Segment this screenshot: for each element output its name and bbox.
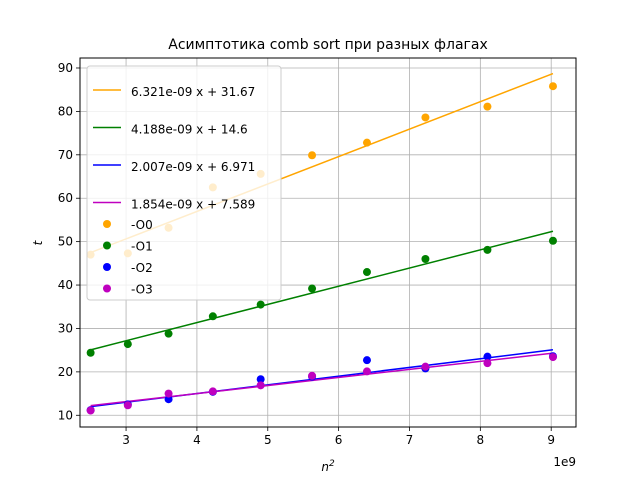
y-tick-label: 50 — [58, 235, 73, 249]
data-point — [86, 348, 95, 357]
data-point — [86, 406, 95, 415]
data-point — [483, 359, 492, 368]
data-point — [164, 389, 173, 398]
y-tick-label: 40 — [58, 278, 73, 292]
data-point — [548, 353, 557, 362]
y-axis-label: t — [31, 239, 45, 245]
data-point — [421, 362, 430, 371]
x-axis-label: n2 — [321, 459, 335, 474]
data-point — [164, 329, 173, 338]
legend-label: -O3 — [131, 283, 153, 297]
x-axis-offset-label: 1e9 — [553, 455, 576, 469]
legend-label: 4.188e-09 x + 14.6 — [131, 123, 248, 137]
legend-label: -O2 — [131, 261, 153, 275]
chart-title: Асимптотика comb sort при разных флагах — [168, 37, 488, 53]
x-axis-label-exponent: 2 — [329, 459, 335, 469]
data-point — [208, 387, 217, 396]
legend-marker-swatch — [103, 284, 111, 293]
legend-box — [86, 65, 282, 301]
legend: 6.321e-09 x + 31.67 4.188e-09 x + 14.6 2.0… — [86, 65, 282, 301]
x-tick-label: 5 — [264, 433, 272, 447]
x-tick-label: 8 — [477, 433, 485, 447]
x-tick-label: 4 — [193, 433, 201, 447]
data-point — [362, 268, 371, 277]
data-point — [362, 356, 371, 365]
x-tick-label: 7 — [406, 433, 414, 447]
data-point — [308, 371, 317, 380]
x-axis-label-base: n — [321, 460, 329, 474]
data-point — [308, 284, 317, 293]
legend-marker-swatch — [103, 220, 111, 228]
data-point — [256, 381, 265, 390]
legend-label: 6.321e-09 x + 31.67 — [131, 85, 255, 99]
data-point — [362, 138, 371, 147]
data-point — [421, 113, 430, 122]
y-tick-label: 10 — [58, 408, 73, 422]
y-tick-label: 80 — [58, 104, 73, 118]
data-point — [362, 367, 371, 376]
plot-frame — [79, 57, 577, 428]
data-point — [123, 340, 132, 349]
legend-label: -O0 — [131, 218, 153, 232]
y-tick-label: 70 — [58, 148, 73, 162]
legend-marker-swatch — [103, 263, 111, 271]
x-tick-label: 9 — [547, 433, 555, 447]
data-point — [483, 352, 492, 361]
data-point — [208, 312, 217, 321]
data-point — [123, 401, 132, 410]
data-point — [164, 395, 173, 404]
data-point — [308, 151, 317, 160]
y-tick-label: 20 — [58, 365, 73, 379]
x-tick-label: 6 — [335, 433, 343, 447]
y-tick-label: 60 — [58, 191, 73, 205]
legend-label: 2.007e-09 x + 6.971 — [131, 160, 255, 174]
legend-marker-swatch — [103, 241, 111, 250]
fit-line — [90, 352, 554, 407]
data-point — [483, 102, 492, 111]
data-point — [256, 300, 265, 309]
ticks: 3 4 5 6 7 8 9 10 20 30 40 50 60 70 80 90 — [58, 61, 555, 447]
data-point — [548, 82, 557, 91]
data-point — [421, 254, 430, 263]
data-point — [256, 375, 265, 384]
legend-label: -O1 — [131, 240, 153, 254]
data-point — [548, 236, 557, 245]
legend-label: 1.854e-09 x + 7.589 — [131, 198, 255, 212]
y-tick-label: 90 — [58, 61, 73, 75]
y-tick-label: 30 — [58, 321, 73, 335]
data-point — [483, 245, 492, 254]
x-tick-label: 3 — [122, 433, 130, 447]
